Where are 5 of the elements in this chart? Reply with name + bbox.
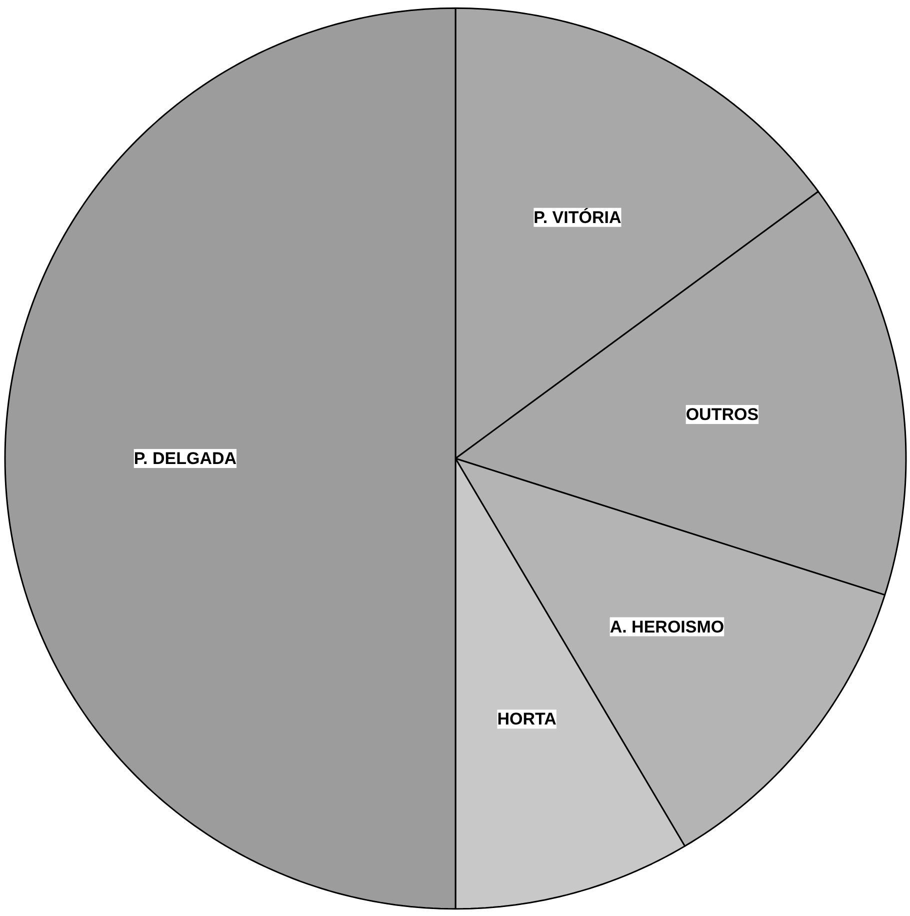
slice-label: P. DELGADA	[134, 449, 237, 468]
slice-label: OUTROS	[686, 405, 759, 424]
slice-label: A. HEROISMO	[610, 617, 724, 636]
slice-label: P. VITÓRIA	[534, 206, 622, 227]
slice-label: HORTA	[497, 710, 556, 729]
